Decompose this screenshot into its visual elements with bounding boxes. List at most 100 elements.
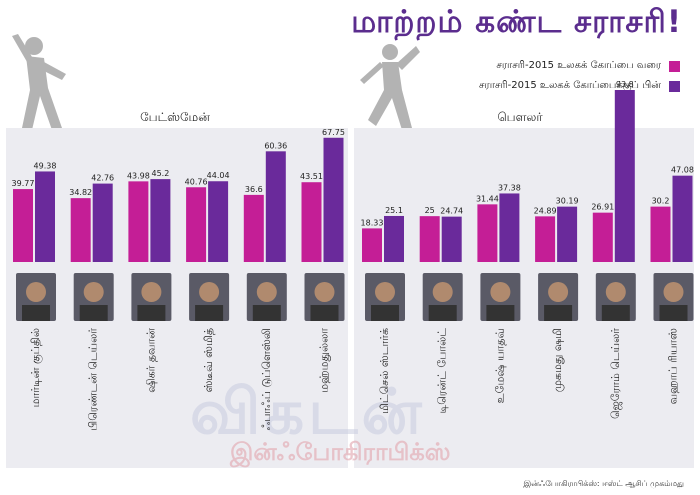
player-photo-shirt-g0-p3 [195,305,224,321]
bowler-silhouette-icon [360,44,420,130]
value-label-before-g0-p2: 43.98 [127,171,150,180]
value-label-after-g1-p4: 93.8 [616,80,634,89]
legend-label-after: சராசரி-2015 உலகக் கோப்பைக்குப் பின் [479,80,661,91]
value-label-before-g1-p0: 18.33 [361,218,384,227]
player-name-g1-p2: உமேஷ் யாதவ் [493,328,506,403]
value-label-before-g0-p4: 36.6 [245,185,263,194]
value-label-after-g0-p5: 67.75 [322,128,345,137]
value-label-after-g1-p5: 47.08 [671,166,694,175]
player-photo-face-g1-p3 [548,282,569,302]
player-photo-face-g1-p1 [432,282,453,302]
player-photo-face-g0-p5 [314,282,335,302]
player-photo-face-g0-p1 [83,282,104,302]
player-name-g0-p3: ஸ்டீவ் ஸ்மித் [202,328,215,392]
player-photo-face-g1-p0 [375,282,395,302]
bowlers-panel [354,128,694,468]
bar-after-g1-p0 [384,215,404,262]
player-photo-shirt-g1-p0 [371,305,399,321]
legend-label-before: சராசரி-2015 உலகக் கோப்பை வரை [496,60,661,71]
player-photo-face-g0-p2 [141,282,162,302]
value-label-before-g0-p1: 34.82 [69,188,92,197]
value-label-after-g0-p3: 44.04 [207,171,230,180]
player-photo-face-g0-p3 [199,282,220,302]
bar-after-g0-p5 [323,137,344,262]
player-name-g1-p3: முகமது ஷமி [551,328,564,392]
legend-item-after: சராசரி-2015 உலகக் கோப்பைக்குப் பின் [350,76,680,96]
bar-before-g1-p0 [362,228,382,262]
player-photo-shirt-g1-p1 [428,305,457,321]
player-name-g1-p5: வஹாப் ரியாஸ் [667,328,680,405]
bar-before-g0-p0 [13,189,33,262]
value-label-before-g1-p3: 24.89 [534,206,557,215]
batsmen-section-label: பேட்ஸ்மேன் [140,110,210,124]
player-photo-face-g0-p0 [26,282,46,302]
player-name-g0-p1: பிரெண்டன் டெய்லர் [87,328,100,431]
batsman-silhouette-icon [12,34,66,130]
player-photo-face-g1-p5 [663,282,684,302]
value-label-before-g1-p1: 25 [425,206,435,215]
bar-before-g0-p1 [70,198,91,262]
bar-after-g1-p3 [557,206,578,262]
value-label-after-g1-p0: 25.1 [385,206,403,215]
bar-before-g1-p4 [592,212,613,262]
bar-before-g1-p1 [419,216,440,262]
player-photo-shirt-g0-p5 [310,305,339,321]
value-label-after-g0-p4: 60.36 [264,141,287,150]
value-label-after-g0-p1: 42.76 [91,174,114,183]
bar-after-g0-p0 [35,171,55,262]
bar-after-g1-p2 [499,193,520,262]
player-name-g1-p1: டிரென்ட் போல்ட் [436,328,449,414]
player-name-g0-p0: மார்டின் குப்தில் [29,328,44,407]
value-label-before-g0-p3: 40.76 [185,177,208,186]
bar-before-g1-p2 [477,204,498,262]
value-label-after-g0-p2: 45.2 [151,169,169,178]
bar-after-g1-p1 [441,216,462,262]
value-label-before-g0-p0: 39.77 [12,179,35,188]
player-photo-shirt-g1-p5 [659,305,688,321]
page-title: மாற்றம் கண்ட சராசரி! [351,4,682,40]
value-label-before-g1-p5: 30.2 [652,197,670,206]
bar-after-g0-p3 [208,181,229,262]
player-name-g1-p4: ஜெரோம் டெய்லர் [609,328,623,419]
value-label-before-g1-p2: 31.44 [476,194,499,203]
bowlers-section-label: பௌலர் [497,110,543,124]
bar-before-g0-p3 [186,187,207,262]
vikatan-watermark-sub: இன்ஃபோகிராபிக்ஸ் [230,438,451,466]
player-photo-shirt-g0-p0 [22,305,50,321]
value-label-after-g1-p1: 24.74 [440,207,463,216]
value-label-after-g1-p3: 30.19 [556,197,579,206]
value-label-after-g0-p0: 49.38 [34,161,57,170]
player-name-g0-p2: ஷிகர் தவான் [144,328,157,393]
legend-swatch-before [669,60,680,72]
bar-before-g0-p5 [301,182,322,262]
bar-after-g0-p4 [265,151,286,262]
player-photo-face-g1-p2 [490,282,511,302]
legend-swatch-after [669,80,680,92]
player-photo-shirt-g0-p4 [252,305,281,321]
bar-before-g1-p3 [535,216,556,262]
credit-text: இன்ஃபோகிராபிக்ஸ்: ஈஸ்ட் ஆசிப் முகம்மது [523,479,684,488]
bar-before-g1-p5 [650,206,671,262]
player-photo-shirt-g1-p4 [601,305,630,321]
bar-after-g1-p5 [672,175,693,262]
player-name-g0-p4: ஃபாஃப் டுப்ளெஸ்லி [260,328,273,430]
player-photo-shirt-g1-p3 [544,305,573,321]
vikatan-watermark: விகடன் [190,375,426,448]
player-name-g1-p0: மிட்செல் ஸ்டார்க் [378,328,391,414]
bar-after-g0-p2 [150,179,171,262]
batsmen-panel [6,128,348,468]
player-photo-shirt-g0-p2 [137,305,166,321]
bar-after-g1-p4 [614,90,635,262]
player-name-g0-p5: மஹ்மதுல்லா [318,328,331,393]
value-label-before-g0-p5: 43.51 [300,172,323,181]
player-photo-face-g1-p4 [605,282,626,302]
legend: சராசரி-2015 உலகக் கோப்பை வரை சராசரி-2015… [350,56,680,96]
bar-before-g0-p2 [128,181,149,262]
value-label-before-g1-p4: 26.91 [591,203,614,212]
player-photo-shirt-g0-p1 [79,305,108,321]
value-label-after-g1-p2: 37.38 [498,183,521,192]
player-photo-face-g0-p4 [256,282,277,302]
bar-before-g0-p4 [243,194,264,262]
